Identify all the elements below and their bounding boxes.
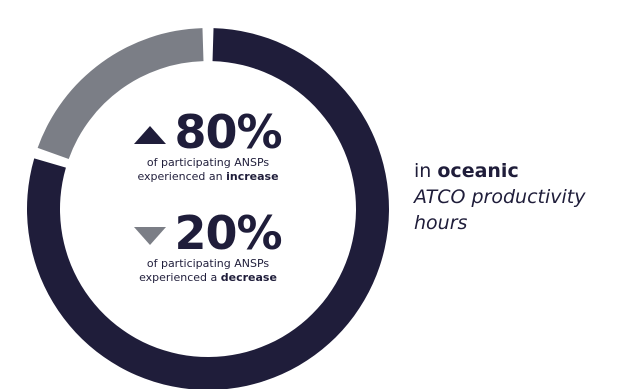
increase-stat: 80% of participating ANSPs experienced a… [110,108,306,184]
side-label-italic-line2: hours [414,212,468,234]
increase-desc-bold: increase [226,170,279,183]
decrease-desc-line2-prefix: experienced a [139,271,221,284]
increase-stat-row: 80% [110,108,306,156]
decrease-value: 20% [174,206,282,260]
triangle-down-icon [134,227,167,245]
donut-slice-decrease [37,28,204,159]
side-label-line1: in oceanic [414,160,519,182]
decrease-desc-bold: decrease [220,271,277,284]
side-label-bold: oceanic [437,160,519,182]
increase-value: 80% [174,105,282,159]
increase-desc-line1: of participating ANSPs [146,156,270,169]
side-label: in oceanic ATCO productivity hours [414,158,640,236]
increase-desc-line2-prefix: experienced an [137,170,227,183]
triangle-up-icon [134,126,167,144]
decrease-stat: 20% of participating ANSPs experienced a… [110,209,306,285]
increase-description: of participating ANSPs experienced an in… [110,156,306,184]
decrease-stat-row: 20% [110,209,306,257]
decrease-desc-line1: of participating ANSPs [146,257,270,270]
side-label-prefix: in [414,160,438,182]
decrease-description: of participating ANSPs experienced a dec… [110,257,306,285]
side-label-italic-line1: ATCO productivity [414,186,586,208]
